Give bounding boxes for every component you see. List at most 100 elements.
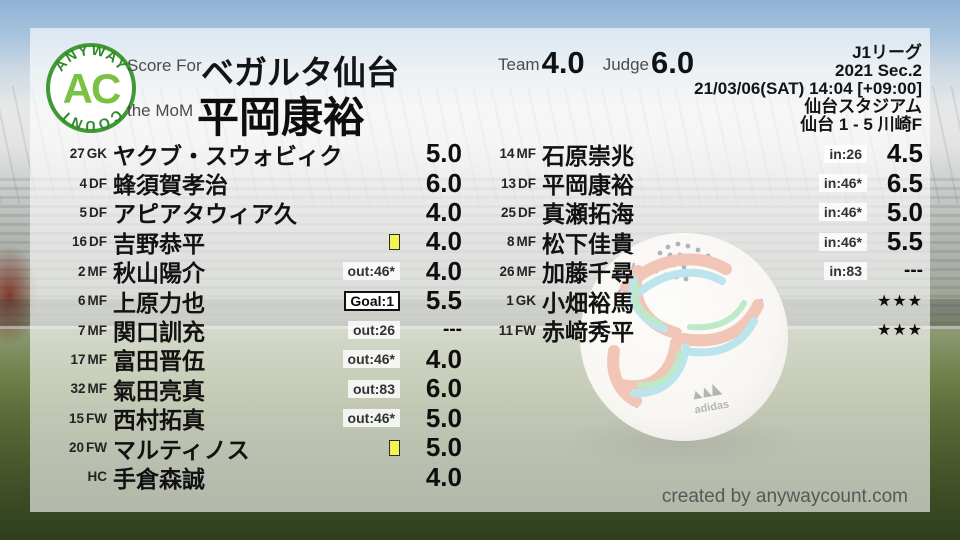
player-number: 15 bbox=[68, 410, 84, 426]
player-name: マルティノス bbox=[113, 436, 250, 463]
player-position: MF bbox=[516, 146, 537, 162]
substitution-badge: out:46* bbox=[342, 409, 400, 428]
player-number-position: 11 FW bbox=[489, 323, 536, 338]
player-name: 富田晋伍 bbox=[113, 348, 205, 375]
player-position: GK bbox=[86, 146, 107, 162]
player-rating: 5.0 bbox=[425, 402, 462, 433]
player-number-position: HC bbox=[34, 469, 108, 485]
player-number-position: 32 MF bbox=[34, 381, 107, 396]
player-name: 松下佳貴 bbox=[542, 230, 634, 257]
player-rating: 4.0 bbox=[425, 343, 462, 374]
player-position: FW bbox=[515, 322, 536, 338]
player-rating: 5.5 bbox=[425, 285, 462, 316]
player-row: 2 MF 秋山陽介 out:46* 4.0 bbox=[34, 255, 462, 287]
player-rating: 5.5 bbox=[886, 226, 923, 257]
substitution-badge: Goal:1 bbox=[344, 290, 400, 311]
player-position: MF bbox=[87, 293, 108, 309]
player-number-position: 17 MF bbox=[34, 352, 107, 367]
substitution-badge: in:46* bbox=[818, 232, 867, 251]
player-number: 26 bbox=[499, 263, 515, 279]
player-rating: 4.5 bbox=[886, 138, 923, 169]
player-position: MF bbox=[87, 351, 108, 367]
player-row: 6 MF 上原力也 Goal:1 5.5 bbox=[34, 285, 462, 316]
player-position: MF bbox=[87, 322, 108, 338]
player-number-position: 27 GK bbox=[34, 146, 107, 161]
player-number-position: 25 DF bbox=[489, 205, 536, 220]
player-name: アピアタウィア久 bbox=[113, 201, 297, 228]
player-position: MF bbox=[87, 263, 108, 279]
player-number-position: 14 MF bbox=[489, 146, 536, 161]
player-position: DF bbox=[518, 175, 536, 191]
mom-label: the MoM bbox=[127, 101, 194, 120]
logo-monogram: AC bbox=[63, 65, 121, 112]
anywaycount-logo-icon: ANYWAY COUNT AC bbox=[46, 42, 136, 133]
player-number-position: 5 DF bbox=[34, 205, 107, 220]
player-number: 6 bbox=[77, 293, 86, 309]
player-rating: ★★★ bbox=[876, 292, 923, 310]
player-row: 14 MF 石原崇兆 in:26 4.5 bbox=[489, 138, 923, 169]
player-number: 27 bbox=[69, 146, 85, 162]
player-row: 7 MF 関口訓充 out:26 --- bbox=[34, 315, 462, 345]
player-rating: 5.0 bbox=[886, 196, 923, 227]
player-row: 5 DF アピアタウィア久 4.0 bbox=[34, 196, 462, 228]
player-name: 氣田亮真 bbox=[113, 377, 205, 404]
player-number-position: 1 GK bbox=[489, 293, 536, 308]
player-number-position: 4 DF bbox=[34, 176, 107, 191]
mom-name: 平岡康裕 bbox=[197, 94, 366, 141]
score-summary: Team 4.0 Judge 6.0 bbox=[498, 45, 694, 81]
player-name: ヤクブ・スウォビィク bbox=[113, 142, 343, 169]
player-rating: 4.0 bbox=[425, 196, 462, 227]
player-name: 吉野恭平 bbox=[113, 230, 205, 257]
player-row: 32 MF 氣田亮真 out:83 6.0 bbox=[34, 373, 462, 404]
match-datetime: 21/03/06(SAT) 14:04 [+09:00] bbox=[694, 79, 922, 98]
player-name: 秋山陽介 bbox=[113, 260, 205, 287]
player-row: 25 DF 真瀬拓海 in:46* 5.0 bbox=[489, 196, 923, 228]
player-position: DF bbox=[89, 234, 107, 250]
player-number: 8 bbox=[506, 234, 515, 250]
substitution-badge: in:83 bbox=[824, 262, 867, 281]
player-row: 16 DF 吉野恭平 4.0 bbox=[34, 226, 462, 257]
player-number: 1 bbox=[506, 293, 514, 309]
player-name: 赤﨑秀平 bbox=[542, 319, 634, 346]
player-number-position: 20 FW bbox=[34, 440, 107, 455]
player-position: DF bbox=[89, 175, 107, 191]
team-name: ベガルタ仙台 bbox=[201, 54, 399, 91]
player-position: HC bbox=[87, 469, 108, 485]
player-number-position: 7 MF bbox=[34, 323, 107, 338]
player-number: 13 bbox=[500, 175, 516, 191]
player-name: 加藤千尋 bbox=[542, 260, 634, 287]
player-name: 手倉森誠 bbox=[113, 466, 205, 492]
season-section: 2021 Sec.2 bbox=[835, 61, 922, 80]
player-rating: --- bbox=[904, 260, 923, 282]
player-row: HC 手倉森誠 4.0 bbox=[34, 462, 463, 493]
player-name: 蜂須賀孝治 bbox=[113, 172, 228, 199]
substitution-badge: out:46* bbox=[342, 262, 400, 281]
player-name: 石原崇兆 bbox=[542, 142, 634, 169]
venue: 仙台スタジアム bbox=[804, 97, 922, 116]
starters-list: 27 GK ヤクブ・スウォビィク 5.0 4 DF 蜂須賀孝治 6.0 5 DF… bbox=[34, 138, 463, 493]
player-rating: --- bbox=[443, 319, 462, 341]
player-number: 14 bbox=[499, 146, 515, 162]
score-panel bbox=[30, 28, 930, 512]
player-row: 26 MF 加藤千尋 in:83 --- bbox=[489, 257, 923, 286]
player-name: 真瀬拓海 bbox=[542, 201, 634, 228]
player-number-position: 26 MF bbox=[489, 264, 536, 279]
judge-score-label: Judge bbox=[602, 55, 650, 74]
player-rating: 4.0 bbox=[425, 226, 462, 257]
score-for-label: Score For bbox=[127, 56, 202, 75]
player-position: MF bbox=[87, 381, 108, 397]
player-number: 2 bbox=[77, 263, 86, 279]
player-number: 7 bbox=[77, 322, 86, 338]
player-row: 15 FW 西村拓真 out:46* 5.0 bbox=[34, 402, 462, 434]
player-number: 4 bbox=[79, 175, 87, 191]
player-name: 平岡康裕 bbox=[542, 172, 634, 199]
player-position: DF bbox=[89, 204, 107, 220]
final-score: 仙台 1 - 5 川崎F bbox=[800, 115, 922, 134]
player-number: 32 bbox=[70, 381, 86, 397]
player-rating: 4.0 bbox=[425, 255, 462, 286]
player-position: MF bbox=[516, 263, 537, 279]
substitution-badge: out:83 bbox=[348, 379, 400, 398]
player-number: 20 bbox=[68, 440, 84, 456]
player-row: 17 MF 富田晋伍 out:46* 4.0 bbox=[34, 343, 462, 375]
player-rating: 5.0 bbox=[425, 138, 462, 169]
